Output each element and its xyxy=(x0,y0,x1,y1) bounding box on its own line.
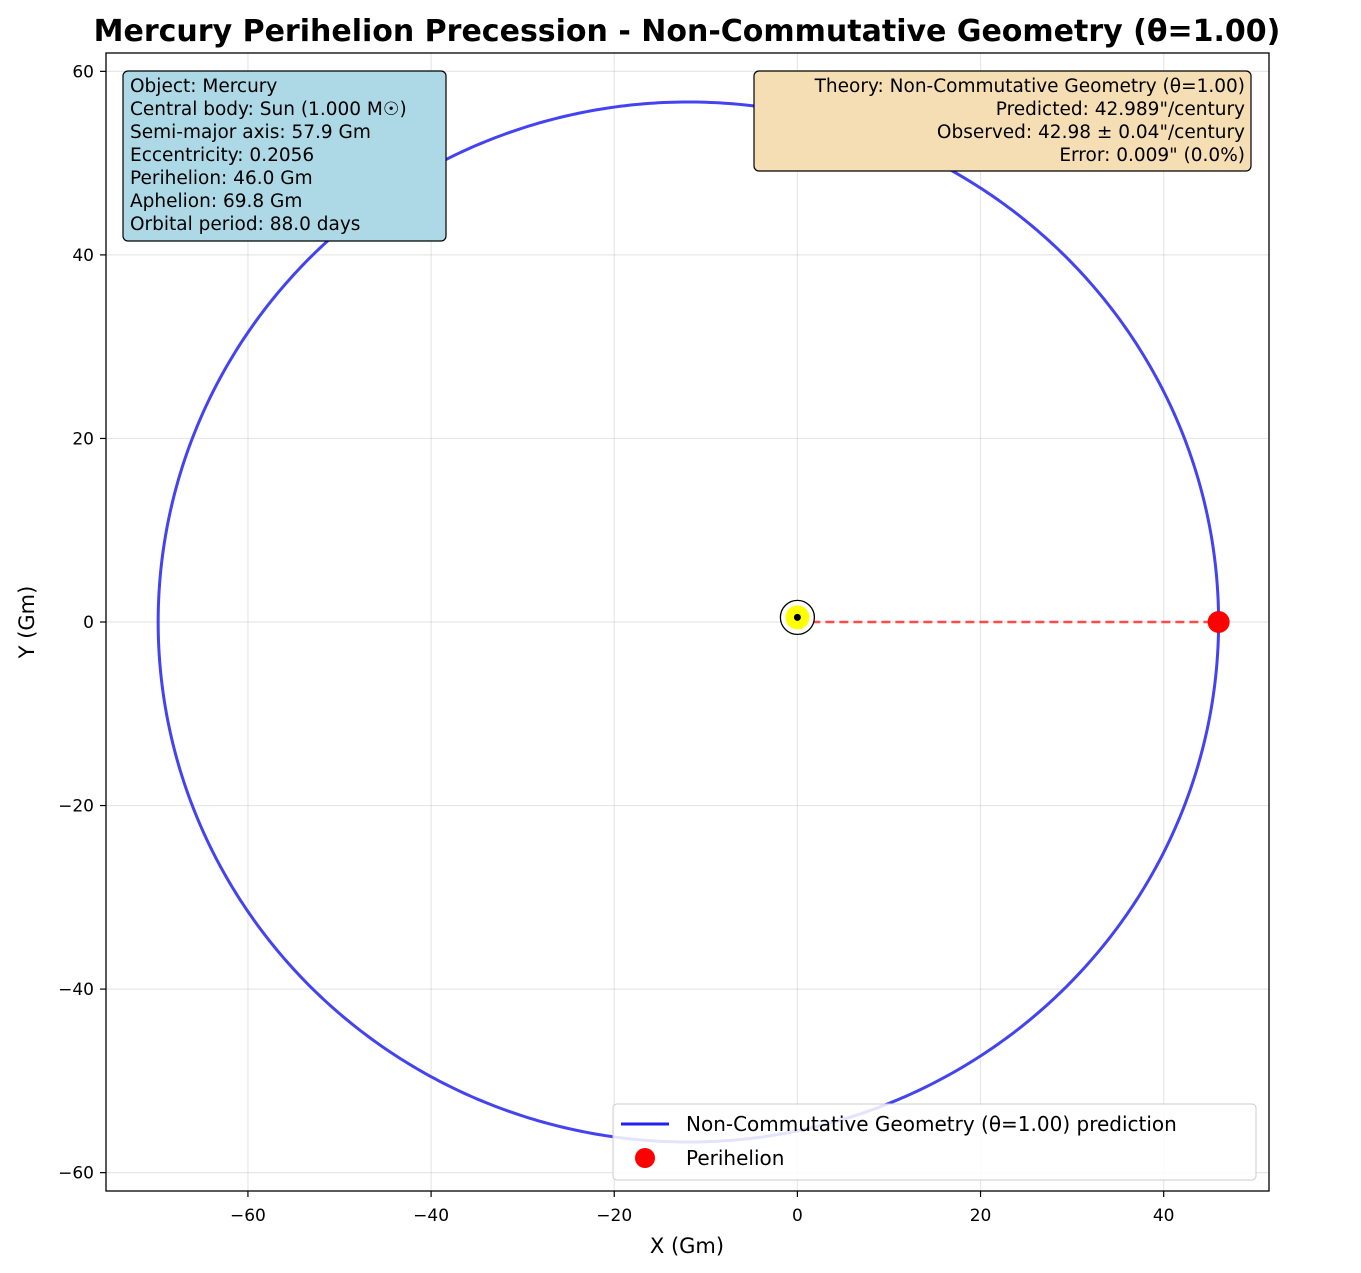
plot-content xyxy=(156,100,1230,1144)
x-tick-label: 40 xyxy=(1153,1206,1175,1226)
theory-box-background xyxy=(753,70,1252,172)
legend-perihelion-label: Perihelion xyxy=(686,1146,784,1170)
info-box-background xyxy=(122,70,447,242)
theory-line-observed: Observed: 42.98 ± 0.04"/century xyxy=(937,122,1245,143)
plot-area xyxy=(106,53,1269,1191)
info-line-semi-major-axis: Semi-major axis: 57.9 Gm xyxy=(130,122,371,143)
legend-orbit-label: Non-Commutative Geometry (θ=1.00) predic… xyxy=(686,1112,1177,1136)
info-line-aphelion: Aphelion: 69.8 Gm xyxy=(130,191,302,212)
sun-center-dot xyxy=(793,613,801,621)
y-tick-label: −60 xyxy=(58,1164,94,1184)
theory-box: Theory: Non-Commutative Geometry (θ=1.00… xyxy=(753,70,1252,172)
theory-line-predicted: Predicted: 42.989"/century xyxy=(996,99,1245,120)
y-tick-label: 60 xyxy=(72,62,94,82)
y-tick-label: −40 xyxy=(58,980,94,1000)
info-line-orbital-period: Orbital period: 88.0 days xyxy=(130,214,360,235)
x-axis-ticks: −60 −40 −20 0 20 40 xyxy=(230,1191,1175,1226)
theory-line-theory: Theory: Non-Commutative Geometry (θ=1.00… xyxy=(814,76,1245,97)
y-axis-label: Y (Gm) xyxy=(15,586,39,660)
info-line-object: Object: Mercury xyxy=(130,76,277,97)
legend: Non-Commutative Geometry (θ=1.00) predic… xyxy=(612,1103,1257,1181)
legend-perihelion-swatch xyxy=(635,1148,655,1168)
y-axis-ticks: −60 −40 −20 0 20 40 60 xyxy=(58,62,106,1184)
info-line-perihelion: Perihelion: 46.0 Gm xyxy=(130,168,313,189)
info-line-central-body: Central body: Sun (1.000 M☉) xyxy=(130,99,407,120)
x-tick-label: 0 xyxy=(792,1206,803,1226)
orbit-path xyxy=(156,100,1221,1144)
info-line-eccentricity: Eccentricity: 0.2056 xyxy=(130,145,314,166)
info-box: Object: Mercury Central body: Sun (1.000… xyxy=(122,70,447,242)
legend-frame xyxy=(612,1103,1257,1181)
x-tick-label: −60 xyxy=(230,1206,266,1226)
x-tick-label: 20 xyxy=(970,1206,992,1226)
x-tick-label: −40 xyxy=(413,1206,449,1226)
x-axis-label: X (Gm) xyxy=(650,1234,724,1258)
y-tick-label: 0 xyxy=(83,613,94,633)
perihelion-marker xyxy=(1207,611,1230,633)
y-tick-label: 20 xyxy=(72,429,94,449)
chart-title: Mercury Perihelion Precession - Non-Comm… xyxy=(94,14,1281,49)
y-tick-label: 40 xyxy=(72,246,94,266)
y-tick-label: −20 xyxy=(58,797,94,817)
theory-line-error: Error: 0.009" (0.0%) xyxy=(1059,145,1245,166)
x-tick-label: −20 xyxy=(596,1206,632,1226)
